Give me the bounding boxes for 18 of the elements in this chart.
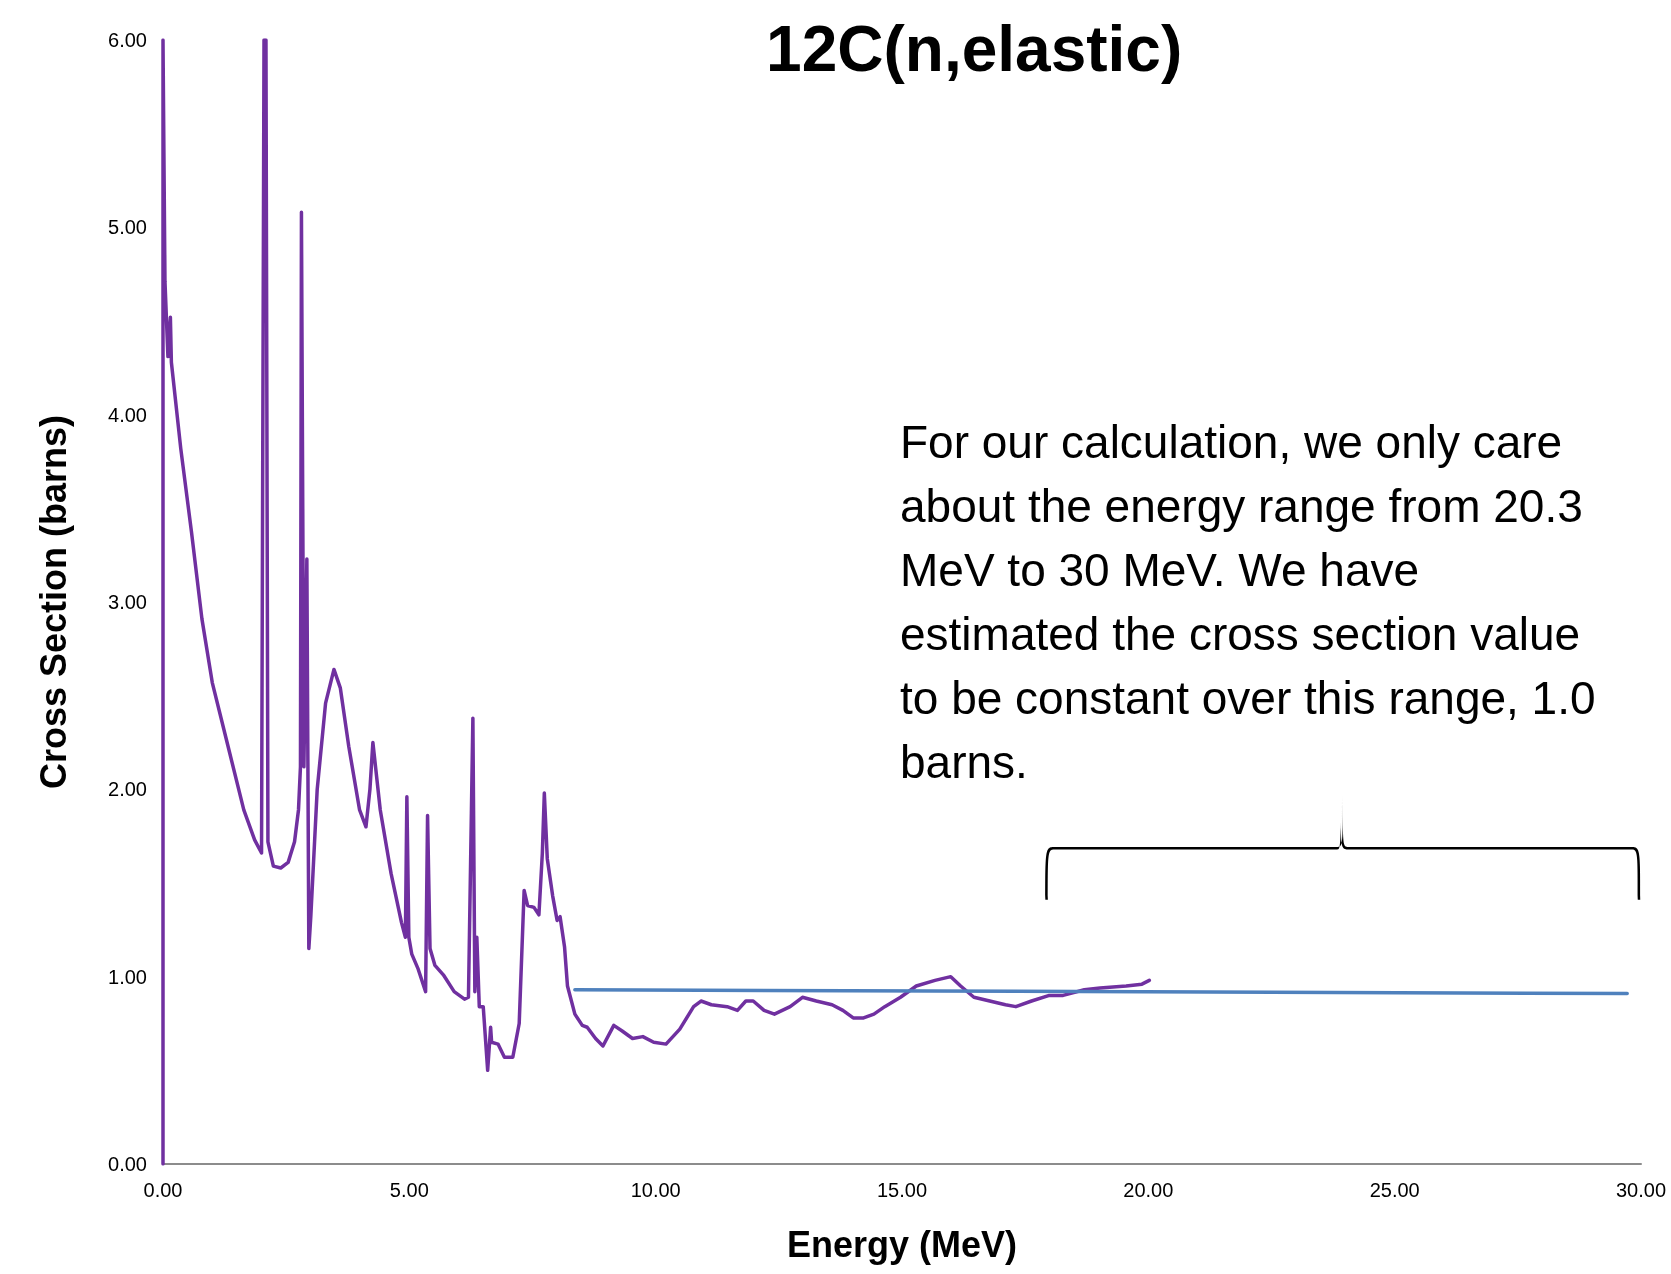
x-tick-label: 30.00 bbox=[1615, 1179, 1667, 1201]
x-axis-title: Energy (MeV) bbox=[786, 1223, 1018, 1265]
y-axis-title: Cross Section (barns) bbox=[32, 414, 74, 790]
x-tick-label: 15.00 bbox=[876, 1179, 928, 1201]
y-tick-label: 6.00 bbox=[108, 29, 147, 51]
x-tick-label: 20.00 bbox=[1123, 1179, 1174, 1201]
chart-title: 12C(n,elastic) bbox=[766, 13, 1183, 85]
x-tick-label: 25.00 bbox=[1369, 1179, 1420, 1201]
x-tick-label: 10.00 bbox=[630, 1179, 681, 1201]
y-tick-label: 2.00 bbox=[108, 778, 147, 801]
annotation: For our calculation, we only care about the energy range from 20.3 MeV to 30 MeV. We have estimated the cross section value to be constant over this range, 1.0 barns. bbox=[900, 415, 1597, 790]
y-tick-label: 5.00 bbox=[108, 216, 147, 239]
y-tick-label: 3.00 bbox=[108, 591, 147, 613]
y-tick-label: 0.00 bbox=[108, 1153, 147, 1175]
x-tick-label: 0.00 bbox=[143, 1179, 183, 1201]
y-tick-label: 4.00 bbox=[108, 403, 147, 426]
x-tick-label: 5.00 bbox=[389, 1179, 429, 1201]
y-tick-label: 1.00 bbox=[108, 965, 147, 988]
